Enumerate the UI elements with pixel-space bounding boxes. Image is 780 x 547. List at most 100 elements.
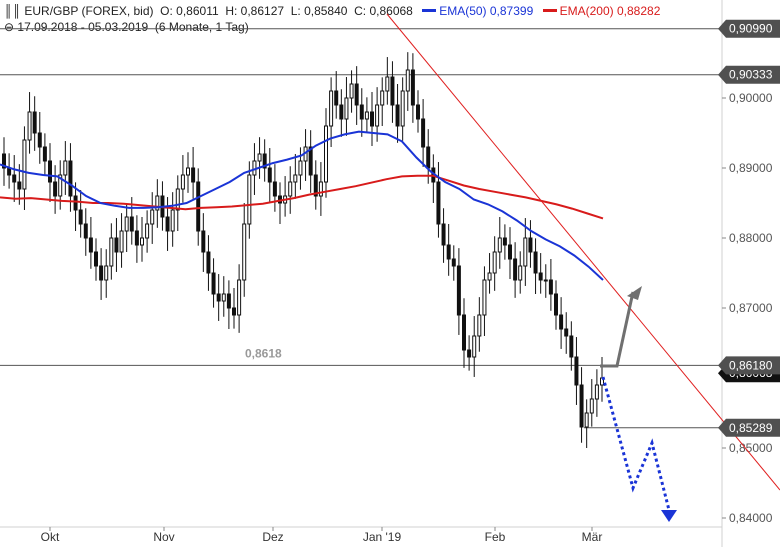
candle <box>58 160 63 210</box>
candle <box>508 227 512 279</box>
candle <box>395 84 400 143</box>
candle <box>339 89 344 137</box>
candle-body <box>242 223 247 281</box>
candle <box>497 217 502 269</box>
candle-body <box>426 146 431 169</box>
x-tick-label: Nov <box>153 530 174 544</box>
bullish-scenario-arrow <box>600 291 635 368</box>
candle-body <box>538 272 543 281</box>
candle <box>410 53 415 123</box>
candle <box>73 182 78 231</box>
candle <box>124 203 129 252</box>
candle <box>564 312 569 354</box>
ema50-value: 0,87399 <box>489 4 534 18</box>
candle <box>140 217 144 262</box>
candle <box>196 168 201 246</box>
candle-body <box>339 104 344 120</box>
candle-body <box>257 153 262 162</box>
candle-body <box>518 265 523 281</box>
candle <box>456 248 461 335</box>
candle <box>104 249 109 298</box>
candle <box>32 96 37 151</box>
candle <box>2 137 6 186</box>
candle <box>12 155 17 202</box>
candle-body <box>482 279 487 316</box>
candle <box>554 280 558 330</box>
candle-body <box>359 104 364 120</box>
candle <box>405 52 410 111</box>
candle-body <box>370 111 374 127</box>
price-tag-1-bg <box>718 65 780 84</box>
candle-body <box>119 230 124 253</box>
candle <box>119 213 124 268</box>
candle-body <box>405 69 410 92</box>
candle <box>150 192 155 244</box>
candle-body <box>467 349 472 358</box>
candle-body <box>145 223 150 239</box>
candle <box>313 160 318 210</box>
candle <box>523 218 528 286</box>
candle <box>421 99 426 167</box>
candle <box>385 57 390 105</box>
bullish-arrowhead <box>627 286 642 300</box>
ohlc-open: O: 0,86011 <box>160 4 219 18</box>
candle-body <box>32 111 37 134</box>
candle-body <box>298 160 303 176</box>
candle-body <box>94 251 98 267</box>
candle <box>94 238 98 281</box>
candle-body <box>416 104 420 120</box>
candle <box>482 266 487 336</box>
candle <box>288 166 293 214</box>
candle-body <box>288 181 293 197</box>
candle-body <box>58 174 63 197</box>
candle-body <box>88 237 93 253</box>
candle-body <box>375 104 380 127</box>
candle-body <box>124 216 129 232</box>
candle-body <box>170 209 175 232</box>
candle <box>88 217 93 269</box>
candle <box>344 77 349 136</box>
candle <box>594 369 599 417</box>
period-row: ⊖ 17.09.2018 - 05.03.2019 (6 Monate, 1 T… <box>4 20 249 34</box>
candle-body <box>68 160 73 197</box>
candle-body <box>262 153 267 169</box>
candle-body <box>27 111 32 141</box>
chart-type-icon[interactable]: ║║ <box>4 4 22 18</box>
candle <box>467 335 472 371</box>
candle-body <box>180 174 185 190</box>
downtrend-line <box>386 13 780 491</box>
candle <box>134 215 139 263</box>
candle-body <box>140 237 144 246</box>
symbol-label: EUR/GBP (FOREX, bid) <box>24 4 154 18</box>
price-tag-2-bg <box>718 356 780 375</box>
ema50-label: EMA(50) <box>439 4 487 18</box>
candle-body <box>48 160 52 183</box>
candle <box>538 253 543 294</box>
period-toggle-icon[interactable]: ⊖ <box>4 20 15 34</box>
candle-body <box>569 335 574 358</box>
candle <box>247 161 252 239</box>
candle-body <box>390 76 395 106</box>
x-tick-label: Jan '19 <box>363 530 402 544</box>
candle <box>27 92 32 154</box>
candle-body <box>574 356 579 386</box>
candle <box>441 208 446 263</box>
candle-body <box>589 398 594 414</box>
candle-body <box>385 76 390 92</box>
x-tick-label: Okt <box>41 530 60 544</box>
candle <box>206 235 211 291</box>
candle-body <box>354 83 359 106</box>
candle <box>170 192 175 247</box>
candle <box>390 61 395 123</box>
candle-body <box>594 384 599 400</box>
candle-body <box>12 174 17 183</box>
candle-body <box>380 90 385 106</box>
ema200-label: EMA(200) <box>559 4 614 18</box>
candle-body <box>237 279 242 316</box>
candle <box>242 203 247 297</box>
candle <box>543 264 548 298</box>
candle <box>559 297 564 349</box>
bearish-arrowhead <box>661 510 677 522</box>
candle <box>7 153 12 189</box>
